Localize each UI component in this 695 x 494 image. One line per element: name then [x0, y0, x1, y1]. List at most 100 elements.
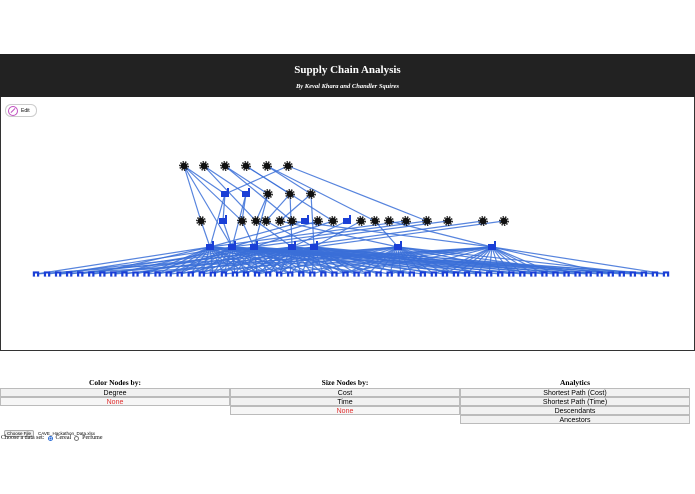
graph-edge[interactable]	[223, 246, 493, 275]
analytics-shortest-path-time[interactable]: Shortest Path (Time)	[460, 397, 690, 406]
supplier-node-icon[interactable]	[262, 161, 272, 171]
supplier-node-icon[interactable]	[371, 217, 379, 225]
supplier-node-icon[interactable]	[479, 217, 487, 225]
graph-edge[interactable]	[444, 246, 493, 275]
factory-node-icon[interactable]	[248, 188, 250, 192]
store-node-icon[interactable]	[333, 273, 336, 277]
supplier-node-icon[interactable]	[500, 217, 508, 225]
store-node-icon[interactable]	[90, 273, 93, 277]
warehouse-node-icon[interactable]	[288, 244, 296, 250]
store-node-icon[interactable]	[488, 273, 491, 277]
graph-edge[interactable]	[488, 246, 493, 275]
warehouse-node-icon[interactable]	[316, 241, 318, 245]
store-node-icon[interactable]	[178, 273, 181, 277]
graph-edge[interactable]	[183, 165, 233, 248]
store-node-icon[interactable]	[35, 273, 37, 277]
supplier-node-icon[interactable]	[284, 162, 292, 170]
store-node-icon[interactable]	[134, 273, 137, 277]
warehouse-node-icon[interactable]	[494, 241, 496, 245]
supplier-node-icon[interactable]	[313, 216, 323, 226]
graph-edge[interactable]	[253, 220, 449, 248]
graph-edge[interactable]	[279, 193, 312, 222]
graph-edge[interactable]	[201, 246, 255, 275]
store-node-icon[interactable]	[543, 273, 546, 277]
graph-edge[interactable]	[466, 246, 493, 275]
supplier-node-icon[interactable]	[285, 189, 295, 199]
graph-edge[interactable]	[491, 246, 523, 275]
graph-edge[interactable]	[253, 193, 269, 248]
supplier-node-icon[interactable]	[287, 216, 297, 226]
store-node-icon[interactable]	[653, 273, 656, 277]
warehouse-node-icon[interactable]	[234, 241, 236, 245]
graph-edge[interactable]	[224, 165, 293, 222]
supplier-node-icon[interactable]	[252, 217, 260, 225]
factory-node-icon[interactable]	[225, 215, 227, 219]
supplier-node-icon[interactable]	[283, 161, 293, 171]
graph-edge[interactable]	[433, 246, 493, 275]
store-node-icon[interactable]	[112, 273, 115, 277]
store-node-icon[interactable]	[57, 273, 60, 277]
warehouse-node-icon[interactable]	[212, 241, 214, 245]
graph-edge[interactable]	[241, 220, 255, 248]
supplier-node-icon[interactable]	[422, 216, 432, 226]
dataset-radio-cereal[interactable]	[47, 435, 53, 441]
supplier-node-icon[interactable]	[180, 162, 188, 170]
graph-edge[interactable]	[389, 246, 493, 275]
supplier-node-icon[interactable]	[262, 217, 270, 225]
graph-edge[interactable]	[58, 246, 493, 275]
graph-edge[interactable]	[477, 246, 493, 275]
supplier-node-icon[interactable]	[314, 217, 322, 225]
supplier-node-icon[interactable]	[179, 161, 189, 171]
graph-edge[interactable]	[231, 220, 428, 248]
store-node-icon[interactable]	[477, 273, 480, 277]
graph-edge[interactable]	[267, 246, 315, 275]
supply-chain-graph[interactable]	[0, 97, 695, 350]
supplier-node-icon[interactable]	[401, 216, 411, 226]
graph-edge[interactable]	[310, 193, 315, 248]
supplier-node-icon[interactable]	[402, 217, 410, 225]
graph-edge[interactable]	[265, 193, 291, 222]
factory-node-icon[interactable]	[307, 215, 309, 219]
supplier-node-icon[interactable]	[197, 217, 205, 225]
graph-edge[interactable]	[209, 193, 226, 248]
graph-edge[interactable]	[491, 246, 556, 275]
graph-edge[interactable]	[291, 220, 348, 248]
graph-edge[interactable]	[35, 246, 399, 275]
graph-edge[interactable]	[397, 246, 413, 275]
graph-edge[interactable]	[491, 246, 512, 275]
factory-node-icon[interactable]	[301, 218, 309, 224]
warehouse-node-icon[interactable]	[206, 244, 214, 250]
graph-edge[interactable]	[91, 246, 399, 275]
supplier-node-icon[interactable]	[220, 161, 230, 171]
store-node-icon[interactable]	[388, 273, 391, 277]
graph-edge[interactable]	[265, 220, 315, 248]
supplier-node-icon[interactable]	[263, 162, 271, 170]
factory-node-icon[interactable]	[343, 218, 351, 224]
graph-edge[interactable]	[203, 165, 257, 222]
supplier-node-icon[interactable]	[286, 190, 294, 198]
graph-edge[interactable]	[491, 246, 611, 275]
supplier-node-icon[interactable]	[478, 216, 488, 226]
supplier-node-icon[interactable]	[264, 190, 272, 198]
graph-edge[interactable]	[334, 246, 493, 275]
graph-edge[interactable]	[222, 220, 233, 248]
store-node-icon[interactable]	[499, 273, 502, 277]
supplier-node-icon[interactable]	[196, 216, 206, 226]
store-node-icon[interactable]	[344, 273, 347, 277]
graph-edge[interactable]	[113, 246, 493, 275]
supplier-node-icon[interactable]	[499, 216, 509, 226]
supplier-node-icon[interactable]	[443, 216, 453, 226]
graph-edge[interactable]	[224, 165, 289, 195]
store-node-icon[interactable]	[366, 273, 369, 277]
graph-edge[interactable]	[491, 246, 545, 275]
graph-edge[interactable]	[255, 193, 269, 222]
store-node-icon[interactable]	[665, 273, 667, 277]
store-node-icon[interactable]	[443, 273, 446, 277]
supplier-node-icon[interactable]	[307, 190, 315, 198]
graph-edge[interactable]	[397, 246, 446, 275]
factory-node-icon[interactable]	[227, 188, 229, 192]
store-node-icon[interactable]	[68, 273, 71, 277]
supplier-node-icon[interactable]	[200, 162, 208, 170]
graph-edge[interactable]	[35, 246, 211, 275]
graph-edge[interactable]	[183, 165, 243, 222]
